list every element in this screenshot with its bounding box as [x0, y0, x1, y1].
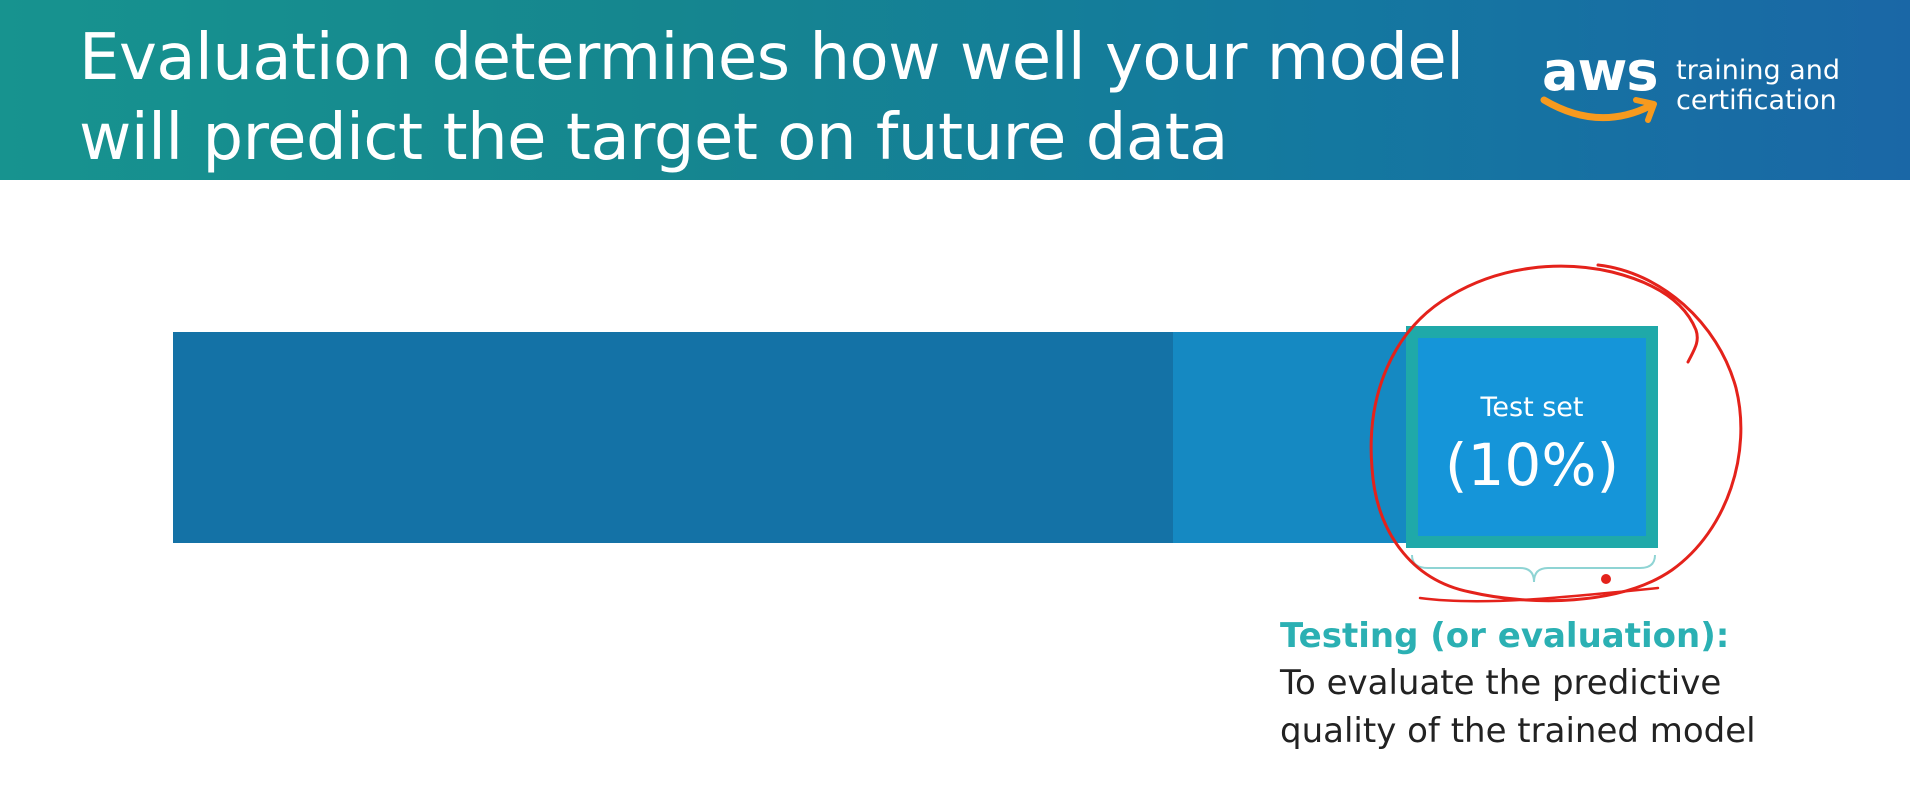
aws-logo-word: aws	[1542, 40, 1658, 103]
slide-title-line-1: Evaluation determines how well your mode…	[79, 21, 1464, 95]
aws-logo-tagline-line-2: certification	[1676, 85, 1837, 116]
aws-logo-tagline: training and certification	[1676, 56, 1840, 116]
test-set-brace	[1411, 554, 1656, 583]
test-set-label: Test set	[1480, 392, 1584, 423]
aws-smile-icon	[1540, 96, 1657, 123]
validation-data-segment	[1173, 332, 1409, 543]
annotation-tick	[1418, 586, 1660, 603]
slide-header: Evaluation determines how well your mode…	[0, 0, 1910, 180]
slide-title: Evaluation determines how well your mode…	[79, 18, 1479, 178]
aws-training-logo: aws training and certification	[1538, 42, 1848, 138]
testing-caption-line-1: To evaluate the predictive	[1280, 663, 1722, 703]
testing-caption: Testing (or evaluation): To evaluate the…	[1280, 613, 1880, 755]
test-set-segment: Test set (10%)	[1406, 326, 1658, 548]
testing-caption-line-2: quality of the trained model	[1280, 711, 1756, 751]
annotation-dot	[1601, 574, 1611, 584]
testing-caption-body: To evaluate the predictive quality of th…	[1280, 659, 1880, 755]
testing-caption-heading: Testing (or evaluation):	[1280, 616, 1730, 656]
test-set-percentage: (10%)	[1444, 431, 1620, 499]
aws-logo-tagline-line-1: training and	[1676, 55, 1840, 86]
training-data-segment	[173, 332, 1173, 543]
slide-title-line-2: will predict the target on future data	[79, 101, 1228, 175]
